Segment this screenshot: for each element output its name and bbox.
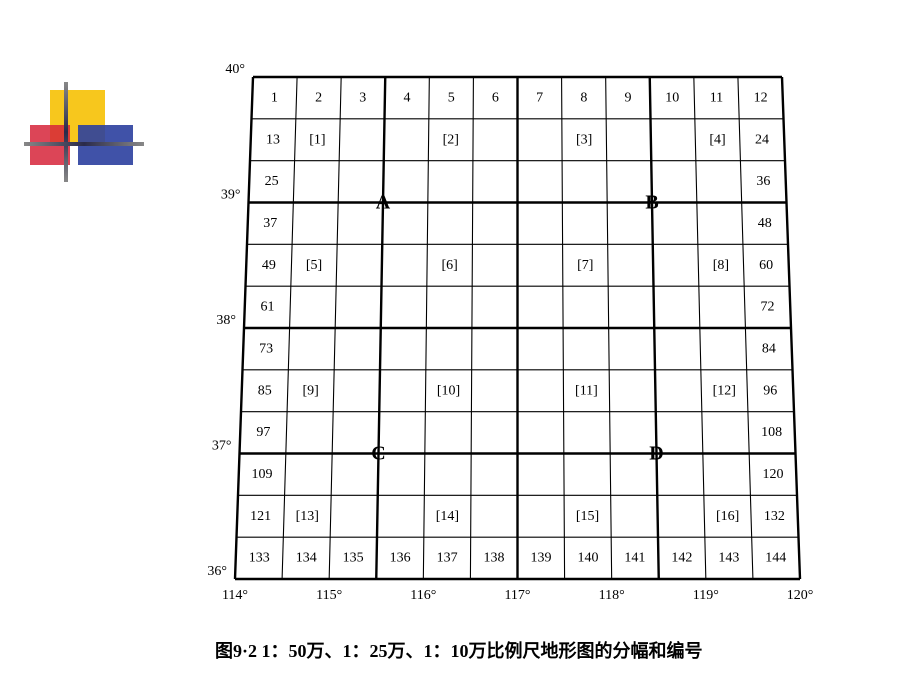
svg-text:1: 1 — [271, 90, 278, 105]
svg-text:36°: 36° — [207, 564, 227, 579]
svg-text:3: 3 — [359, 90, 366, 105]
svg-text:6: 6 — [492, 90, 499, 105]
svg-text:118°: 118° — [599, 588, 625, 603]
svg-text:139: 139 — [530, 551, 551, 566]
svg-text:48: 48 — [758, 216, 772, 231]
svg-text:10: 10 — [665, 90, 679, 105]
svg-text:96: 96 — [763, 383, 777, 398]
svg-text:[1]: [1] — [309, 132, 325, 147]
svg-text:25: 25 — [265, 174, 279, 189]
svg-text:143: 143 — [718, 551, 739, 566]
svg-text:4: 4 — [403, 90, 410, 105]
svg-text:121: 121 — [250, 509, 271, 524]
svg-text:49: 49 — [262, 258, 276, 273]
svg-text:12: 12 — [754, 90, 768, 105]
svg-text:9: 9 — [625, 90, 632, 105]
svg-text:[14]: [14] — [436, 509, 459, 524]
svg-text:11: 11 — [710, 90, 723, 105]
svg-text:[7]: [7] — [577, 258, 593, 273]
svg-text:97: 97 — [256, 425, 270, 440]
slide-logo — [30, 90, 140, 190]
svg-text:[11]: [11] — [575, 383, 598, 398]
svg-text:[3]: [3] — [576, 132, 592, 147]
svg-text:142: 142 — [671, 551, 692, 566]
svg-text:[5]: [5] — [306, 258, 322, 273]
svg-text:109: 109 — [251, 467, 272, 482]
svg-text:141: 141 — [624, 551, 645, 566]
svg-text:137: 137 — [437, 551, 458, 566]
svg-text:119°: 119° — [693, 588, 719, 603]
svg-text:138: 138 — [484, 551, 505, 566]
svg-text:144: 144 — [765, 551, 786, 566]
svg-text:B: B — [645, 192, 658, 214]
svg-text:[6]: [6] — [442, 258, 458, 273]
svg-text:135: 135 — [343, 551, 364, 566]
svg-text:[15]: [15] — [576, 509, 599, 524]
svg-text:115°: 115° — [316, 588, 342, 603]
svg-text:85: 85 — [258, 383, 272, 398]
svg-text:D: D — [649, 443, 663, 465]
map-index-diagram: 1234567891011121331341351361371381391401… — [180, 55, 820, 615]
svg-text:C: C — [371, 443, 385, 465]
svg-text:[10]: [10] — [437, 383, 460, 398]
svg-text:[2]: [2] — [443, 132, 459, 147]
svg-text:[16]: [16] — [716, 509, 739, 524]
svg-text:13: 13 — [266, 132, 280, 147]
svg-text:[13]: [13] — [296, 509, 319, 524]
svg-text:37°: 37° — [212, 439, 232, 454]
svg-text:61: 61 — [260, 300, 274, 315]
svg-text:73: 73 — [259, 341, 273, 356]
svg-text:A: A — [376, 192, 391, 214]
svg-text:133: 133 — [249, 551, 270, 566]
svg-text:[8]: [8] — [713, 258, 729, 273]
svg-text:36: 36 — [756, 174, 770, 189]
svg-text:140: 140 — [577, 551, 598, 566]
svg-text:108: 108 — [761, 425, 782, 440]
svg-text:84: 84 — [762, 341, 776, 356]
svg-text:38°: 38° — [216, 313, 236, 328]
svg-text:114°: 114° — [222, 588, 248, 603]
svg-text:120: 120 — [763, 467, 784, 482]
svg-text:40°: 40° — [225, 62, 245, 77]
svg-text:[9]: [9] — [303, 383, 319, 398]
svg-text:37: 37 — [263, 216, 277, 231]
svg-text:24: 24 — [755, 132, 769, 147]
svg-text:8: 8 — [580, 90, 587, 105]
svg-text:2: 2 — [315, 90, 322, 105]
svg-text:7: 7 — [536, 90, 543, 105]
svg-text:39°: 39° — [221, 188, 241, 203]
svg-text:134: 134 — [296, 551, 317, 566]
svg-text:[4]: [4] — [709, 132, 725, 147]
svg-text:136: 136 — [390, 551, 411, 566]
svg-text:120°: 120° — [787, 588, 814, 603]
svg-text:132: 132 — [764, 509, 785, 524]
svg-text:72: 72 — [761, 300, 775, 315]
svg-text:116°: 116° — [410, 588, 436, 603]
svg-text:5: 5 — [448, 90, 455, 105]
figure-caption: 图9·2 1：50万、1：25万、1：10万比例尺地形图的分幅和编号 — [215, 637, 703, 663]
svg-text:60: 60 — [759, 258, 773, 273]
svg-text:[12]: [12] — [713, 383, 736, 398]
svg-text:117°: 117° — [504, 588, 530, 603]
